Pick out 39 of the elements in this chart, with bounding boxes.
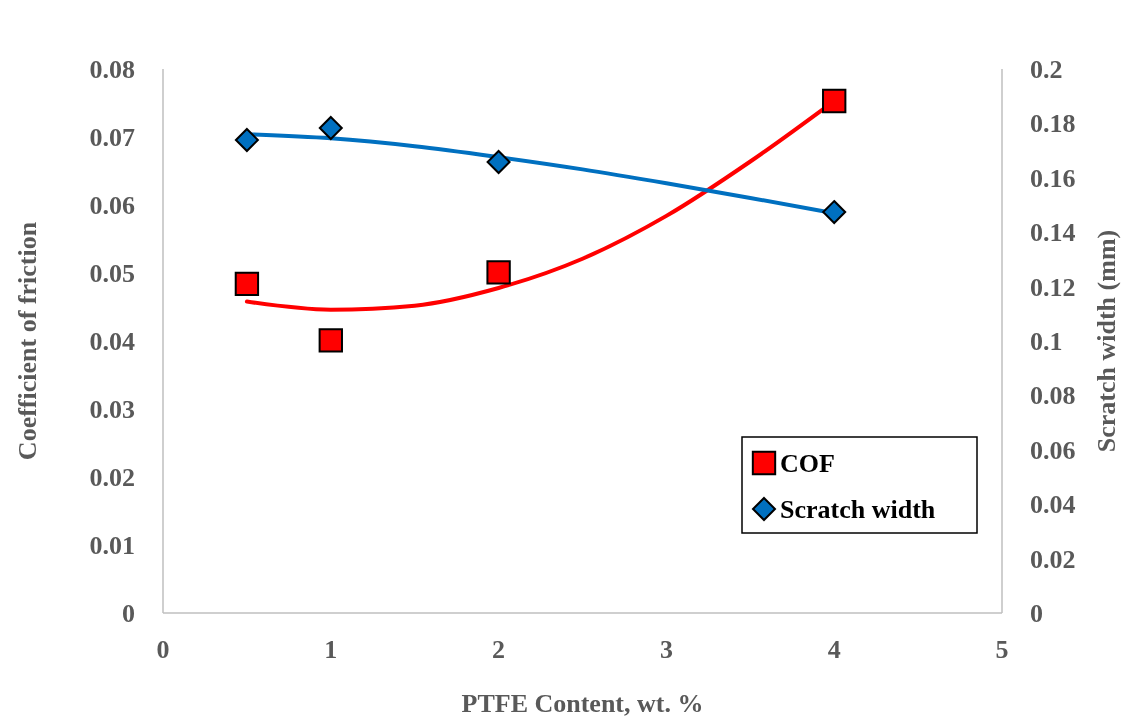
x-tick-label: 0 xyxy=(156,635,170,664)
y2-tick-label: 0.06 xyxy=(1030,435,1076,465)
y-tick-label: 0.06 xyxy=(89,191,135,220)
x-tick-label: 1 xyxy=(324,635,338,664)
point xyxy=(822,200,847,225)
y2-tick-label: 0.08 xyxy=(1030,381,1076,411)
x-tick-label: 4 xyxy=(827,635,841,664)
y-tick-label: 0.05 xyxy=(89,259,135,288)
y2-tick-label: 0.04 xyxy=(1030,490,1076,520)
y-tick-label: 0.07 xyxy=(89,123,135,152)
legend-label: COF xyxy=(780,449,835,478)
y-tick-label: 0.03 xyxy=(89,395,135,424)
point xyxy=(318,116,343,141)
x-tick-label: 2 xyxy=(492,635,506,664)
y2-tick-label: 0.02 xyxy=(1030,544,1076,574)
y2-tick-label: 0.12 xyxy=(1030,272,1076,302)
y-tick-label: 0.08 xyxy=(89,55,135,84)
point xyxy=(822,88,847,114)
x-tick-label: 5 xyxy=(995,635,1009,664)
point xyxy=(234,127,259,152)
y2-tick-label: 0.1 xyxy=(1030,327,1063,356)
y2-tick-label: 0.2 xyxy=(1030,55,1063,84)
y-tick-label: 0 xyxy=(122,599,135,628)
point xyxy=(318,328,343,353)
y2-tick-label: 0 xyxy=(1030,599,1043,628)
y2-tick-label: 0.18 xyxy=(1030,109,1076,139)
y-tick-label: 0.01 xyxy=(89,531,135,560)
y2-tick-label: 0.16 xyxy=(1030,163,1076,193)
y2-tick-label: 0.14 xyxy=(1030,218,1076,248)
point xyxy=(486,260,511,285)
point xyxy=(234,271,260,297)
y-axis-title: Coefficient of friction xyxy=(13,221,42,461)
point xyxy=(486,150,511,175)
y-tick-label: 0.04 xyxy=(89,327,135,356)
y2-axis-title: Scratch width (mm) xyxy=(1092,229,1121,453)
x-axis-title: PTFE Content, wt. % xyxy=(461,689,704,718)
x-tick-label: 3 xyxy=(659,635,673,664)
y-tick-label: 0.02 xyxy=(89,463,135,492)
legend-label: Scratch width xyxy=(780,495,936,524)
